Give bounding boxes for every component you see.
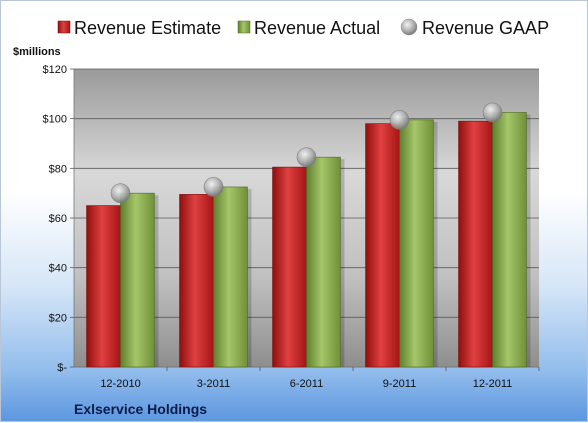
bar-revenue-estimate — [365, 123, 400, 368]
y-tick-label: $80 — [49, 163, 67, 175]
gaap-markers — [110, 102, 503, 203]
bar-revenue-estimate — [272, 166, 307, 368]
legend-swatch-revenue-estimate — [57, 20, 71, 34]
x-tick-label: 3-2011 — [197, 378, 230, 390]
bar-revenue-actual — [120, 192, 155, 368]
bar-revenue-actual — [213, 186, 248, 368]
y-tick-label: $120 — [43, 64, 67, 76]
legend-label-revenue-actual: Revenue Actual — [254, 18, 380, 38]
y-tick-label: $100 — [43, 114, 67, 126]
y-tick-label: $- — [57, 362, 67, 374]
legend-swatch-revenue-actual — [237, 20, 251, 34]
bar-revenue-actual — [399, 119, 434, 368]
x-tick-label: 9-2011 — [383, 378, 416, 390]
legend: Revenue Estimate Revenue Actual Revenue … — [57, 18, 549, 38]
bar-revenue-actual — [492, 112, 527, 368]
bar-revenue-actual — [306, 156, 341, 368]
x-axis-ticks: 12-2010 3-2011 6-2011 9-2011 12-2011 — [100, 367, 540, 390]
bar-revenue-estimate — [179, 194, 214, 368]
marker-revenue-gaap — [110, 183, 131, 203]
legend-label-revenue-estimate: Revenue Estimate — [74, 18, 221, 38]
y-tick-label: $60 — [49, 213, 67, 225]
legend-label-revenue-gaap: Revenue GAAP — [422, 18, 549, 38]
marker-revenue-gaap — [482, 102, 503, 123]
bars — [86, 112, 531, 368]
y-tick-label: $40 — [49, 263, 67, 275]
marker-revenue-gaap — [296, 147, 317, 167]
bar-revenue-estimate — [86, 205, 121, 368]
marker-revenue-gaap — [203, 177, 224, 197]
x-tick-label: 12-2010 — [100, 378, 140, 390]
x-tick-label: 6-2011 — [290, 378, 323, 390]
bar-revenue-estimate — [458, 120, 493, 368]
company-name: Exlservice Holdings — [74, 401, 207, 417]
y-axis-label: $millions — [13, 46, 61, 58]
legend-marker-revenue-gaap — [400, 18, 418, 36]
x-tick-label: 12-2011 — [473, 378, 513, 390]
marker-revenue-gaap — [389, 110, 410, 130]
y-axis-ticks: $- $20 $40 $60 $80 $100 $120 — [43, 64, 75, 374]
y-tick-label: $20 — [49, 312, 67, 324]
